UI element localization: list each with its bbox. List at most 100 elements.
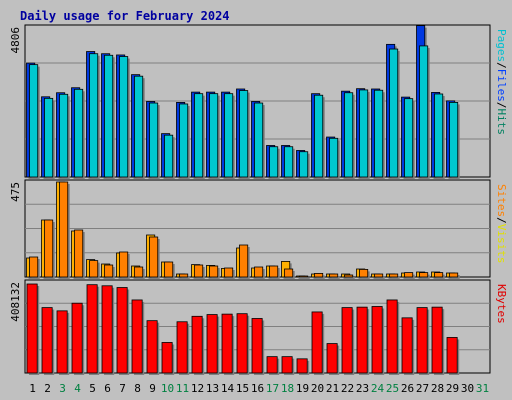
x-tick-label-14: 14 [221,382,235,395]
x-tick-label-31: 31 [476,382,489,395]
x-tick-label-10: 10 [161,382,174,395]
x-tick-label-19: 19 [296,382,309,395]
x-tick-label-17: 17 [266,382,279,395]
bar-sites-25 [389,273,399,278]
bar-sites-14 [224,267,234,278]
bar-files-12 [194,93,204,178]
bar-sites-22-shadow [346,277,355,279]
x-tick-label-20: 20 [311,382,324,395]
legend-part-3: / [495,102,508,109]
bar-sites-26 [404,272,414,278]
x-tick-label-28: 28 [431,382,444,395]
x-tick-label-15: 15 [236,382,249,395]
bar-files-23 [359,89,369,178]
y-max-label: 4806 [9,27,22,54]
x-tick-label-25: 25 [386,382,399,395]
x-tick-label-1: 1 [29,382,36,395]
x-tick-label-18: 18 [281,382,294,395]
bar-sites-27 [419,272,429,278]
bar-sites-18 [284,268,294,278]
bar-kbytes-16 [251,318,263,374]
bar-kbytes-8 [131,299,143,374]
y-max-label: 408132 [9,282,22,322]
x-tick-label-22: 22 [341,382,354,395]
legend-part-4: Hits [495,109,508,136]
x-tick-label-16: 16 [251,382,264,395]
x-tick-label-21: 21 [326,382,339,395]
x-tick-label-12: 12 [191,382,204,395]
bar-kbytes-15 [236,313,248,374]
bar-kbytes-23 [356,306,368,374]
bar-files-6 [104,54,114,178]
legend-part-0: Sites [495,184,508,217]
series-legend: Sites/Visits [495,184,508,264]
bar-kbytes-5 [86,284,98,374]
bar-kbytes-29 [446,337,458,374]
panel-pages-files-hits: 4806 Pages/Files/Hits [9,24,508,180]
x-tick-label-23: 23 [356,382,369,395]
bar-kbytes-3 [56,310,68,374]
x-tick-label-30: 30 [461,382,474,395]
bar-files-20 [314,94,324,178]
bar-files-28 [434,93,444,178]
bar-kbytes-20 [311,311,323,374]
bar-sites-5 [89,260,99,278]
bar-sites-19 [299,275,309,278]
x-tick-label-8: 8 [134,382,141,395]
bar-sites-11-shadow [181,276,190,279]
bar-kbytes-14 [221,313,233,374]
bar-kbytes-4 [71,302,83,374]
bar-files-27 [419,45,429,178]
bar-sites-24-shadow [376,276,385,279]
bar-files-7 [119,56,129,178]
bar-files-16 [254,102,264,178]
bar-files-8 [134,75,144,178]
bar-sites-29 [449,272,459,278]
bar-kbytes-1 [26,283,38,374]
bar-kbytes-6 [101,285,113,374]
bar-kbytes-18 [281,356,293,374]
bar-sites-17 [269,265,279,278]
bar-files-2 [44,97,54,178]
bar-sites-9 [149,236,159,278]
bar-sites-11 [179,273,189,278]
bar-sites-16 [254,266,264,278]
bar-kbytes-17 [266,356,278,374]
legend-part-2: Visits [495,224,508,264]
series-legend: KBytes [495,284,508,324]
bar-files-17 [269,146,279,178]
bar-kbytes-25 [386,299,398,374]
x-tick-label-29: 29 [446,382,459,395]
bar-sites-7 [119,251,129,278]
bar-files-11 [179,103,189,178]
bar-kbytes-27 [416,307,428,374]
x-tick-label-11: 11 [176,382,189,395]
bar-files-1 [29,64,39,178]
bar-files-24 [374,89,384,178]
bar-kbytes-7 [116,287,128,374]
bar-sites-12 [194,264,204,278]
bar-kbytes-9 [146,320,158,374]
x-tick-label-2: 2 [44,382,51,395]
y-max-label: 475 [9,182,22,202]
bar-kbytes-12 [191,315,203,374]
bar-files-22 [344,92,354,178]
bar-sites-1 [29,256,39,278]
bar-sites-21-shadow [331,276,340,279]
legend-part-0: KBytes [495,284,508,324]
x-tick-label-27: 27 [416,382,429,395]
bar-sites-4 [74,229,84,278]
bar-sites-28 [434,272,444,278]
bar-files-3 [59,93,69,178]
legend-part-1: / [495,62,508,69]
bar-kbytes-21 [326,343,338,374]
bar-files-14 [224,93,234,178]
legend-part-2: Files [495,69,508,102]
bar-kbytes-22 [341,307,353,374]
bar-files-19 [299,151,309,178]
panel-visits-sites: 475 Sites/Visits [9,179,508,279]
bar-sites-8 [134,266,144,278]
bar-files-26 [404,98,414,178]
x-tick-label-13: 13 [206,382,219,395]
